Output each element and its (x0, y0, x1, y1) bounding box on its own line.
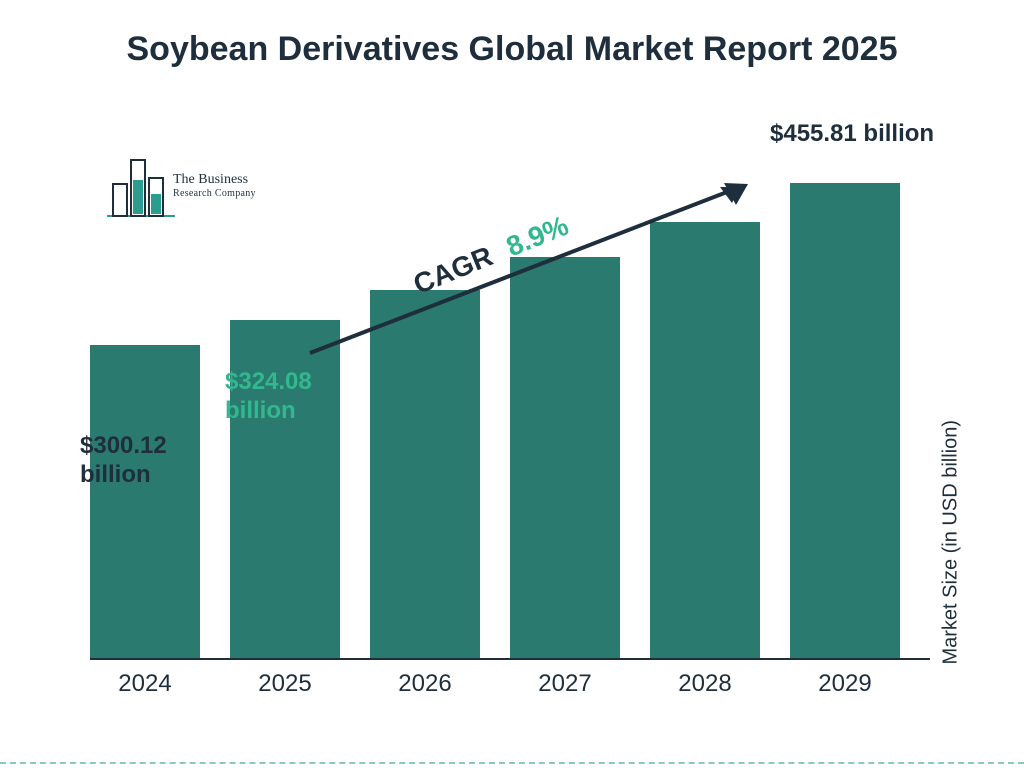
x-axis-line (90, 658, 930, 660)
y-axis-title: Market Size (in USD billion) (940, 420, 963, 665)
x-axis-label: 2029 (790, 670, 900, 698)
x-axis-label: 2024 (90, 670, 200, 698)
x-axis-label: 2025 (230, 670, 340, 698)
bar (90, 345, 200, 658)
value-label: $300.12billion (80, 432, 167, 490)
bottom-divider (0, 762, 1024, 764)
bar (790, 183, 900, 658)
x-axis-label: 2027 (510, 670, 620, 698)
value-label: $455.81 billion (770, 120, 934, 149)
value-label: $324.08billion (225, 368, 312, 426)
trend-arrow-icon (300, 175, 770, 375)
x-axis-label: 2028 (650, 670, 760, 698)
x-axis-label: 2026 (370, 670, 480, 698)
cagr-annotation: CAGR 8.9% (300, 175, 770, 355)
chart-title: Soybean Derivatives Global Market Report… (0, 28, 1024, 71)
